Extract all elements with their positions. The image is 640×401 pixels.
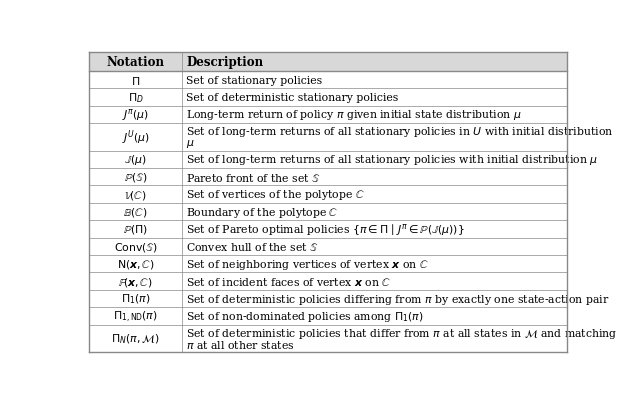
Text: $\mathbb{P}(\Pi)$: $\mathbb{P}(\Pi)$ bbox=[123, 223, 148, 236]
Text: $J^{\pi}(\mu)$: $J^{\pi}(\mu)$ bbox=[122, 107, 149, 123]
Text: Set of Pareto optimal policies $\{\pi \in \Pi \mid J^{\pi} \in \mathbb{P}(\mathb: Set of Pareto optimal policies $\{\pi \i… bbox=[186, 222, 465, 237]
Text: $\pi$ at all other states: $\pi$ at all other states bbox=[186, 338, 294, 350]
Text: $\mathbb{B}(\mathbb{C})$: $\mathbb{B}(\mathbb{C})$ bbox=[124, 206, 148, 219]
Text: Set of deterministic policies differing from $\pi$ by exactly one state-action p: Set of deterministic policies differing … bbox=[186, 292, 610, 306]
Text: Set of incident faces of vertex $\boldsymbol{x}$ on $\mathbb{C}$: Set of incident faces of vertex $\boldsy… bbox=[186, 275, 392, 288]
Text: Set of deterministic stationary policies: Set of deterministic stationary policies bbox=[186, 93, 398, 103]
Bar bbox=[89, 203, 567, 221]
Bar bbox=[89, 107, 567, 124]
Bar bbox=[89, 168, 567, 186]
Text: Convex hull of the set $\mathbb{S}$: Convex hull of the set $\mathbb{S}$ bbox=[186, 241, 319, 253]
Text: $\mathrm{N}(\boldsymbol{x}, \mathbb{C})$: $\mathrm{N}(\boldsymbol{x}, \mathbb{C})$ bbox=[116, 257, 154, 271]
Bar bbox=[89, 53, 567, 72]
Bar bbox=[89, 273, 567, 290]
Text: Set of deterministic policies that differ from $\pi$ at all states in $\mathcal{: Set of deterministic policies that diffe… bbox=[186, 326, 618, 340]
Text: $\Pi_D$: $\Pi_D$ bbox=[127, 91, 143, 105]
Text: $\mathrm{Conv}(\mathbb{S})$: $\mathrm{Conv}(\mathbb{S})$ bbox=[114, 240, 157, 253]
Bar bbox=[89, 89, 567, 107]
Text: $\Pi_1(\pi)$: $\Pi_1(\pi)$ bbox=[121, 292, 150, 306]
Bar bbox=[89, 308, 567, 325]
Text: $\mathbb{J}(\mu)$: $\mathbb{J}(\mu)$ bbox=[124, 153, 147, 167]
Bar bbox=[89, 325, 567, 352]
Text: $\Pi$: $\Pi$ bbox=[131, 75, 140, 87]
Bar bbox=[89, 72, 567, 89]
Text: Description: Description bbox=[186, 56, 263, 69]
Text: Set of neighboring vertices of vertex $\boldsymbol{x}$ on $\mathbb{C}$: Set of neighboring vertices of vertex $\… bbox=[186, 257, 429, 271]
Text: $\mu$: $\mu$ bbox=[186, 138, 195, 150]
Text: $\mathbb{V}(\mathbb{C})$: $\mathbb{V}(\mathbb{C})$ bbox=[124, 188, 147, 201]
Text: $\mathbb{F}(\boldsymbol{x}, \mathbb{C})$: $\mathbb{F}(\boldsymbol{x}, \mathbb{C})$ bbox=[118, 275, 153, 288]
Text: Set of vertices of the polytope $\mathbb{C}$: Set of vertices of the polytope $\mathbb… bbox=[186, 188, 365, 202]
Bar bbox=[89, 290, 567, 308]
Bar bbox=[89, 221, 567, 238]
Text: Boundary of the polytope $\mathbb{C}$: Boundary of the polytope $\mathbb{C}$ bbox=[186, 205, 339, 219]
Bar bbox=[89, 151, 567, 168]
Text: Notation: Notation bbox=[106, 56, 164, 69]
Bar bbox=[89, 255, 567, 273]
Text: Set of stationary policies: Set of stationary policies bbox=[186, 75, 323, 85]
Text: $J^{U}(\mu)$: $J^{U}(\mu)$ bbox=[122, 128, 150, 147]
Text: Set of long-term returns of all stationary policies in $U$ with initial distribu: Set of long-term returns of all stationa… bbox=[186, 125, 614, 139]
Bar bbox=[89, 238, 567, 255]
Text: Long-term return of policy $\pi$ given initial state distribution $\mu$: Long-term return of policy $\pi$ given i… bbox=[186, 108, 522, 122]
Text: $\Pi_{1,\mathrm{ND}}(\pi)$: $\Pi_{1,\mathrm{ND}}(\pi)$ bbox=[113, 309, 158, 324]
Bar bbox=[89, 186, 567, 203]
Text: $\mathbb{P}(\mathbb{S})$: $\mathbb{P}(\mathbb{S})$ bbox=[124, 171, 147, 184]
Bar bbox=[89, 124, 567, 151]
Text: Pareto front of the set $\mathbb{S}$: Pareto front of the set $\mathbb{S}$ bbox=[186, 171, 321, 183]
Text: Set of non-dominated policies among $\Pi_1(\pi)$: Set of non-dominated policies among $\Pi… bbox=[186, 309, 424, 323]
Text: Set of long-term returns of all stationary policies with initial distribution $\: Set of long-term returns of all stationa… bbox=[186, 153, 598, 167]
Text: $\Pi_N(\pi, \mathcal{M})$: $\Pi_N(\pi, \mathcal{M})$ bbox=[111, 332, 160, 345]
